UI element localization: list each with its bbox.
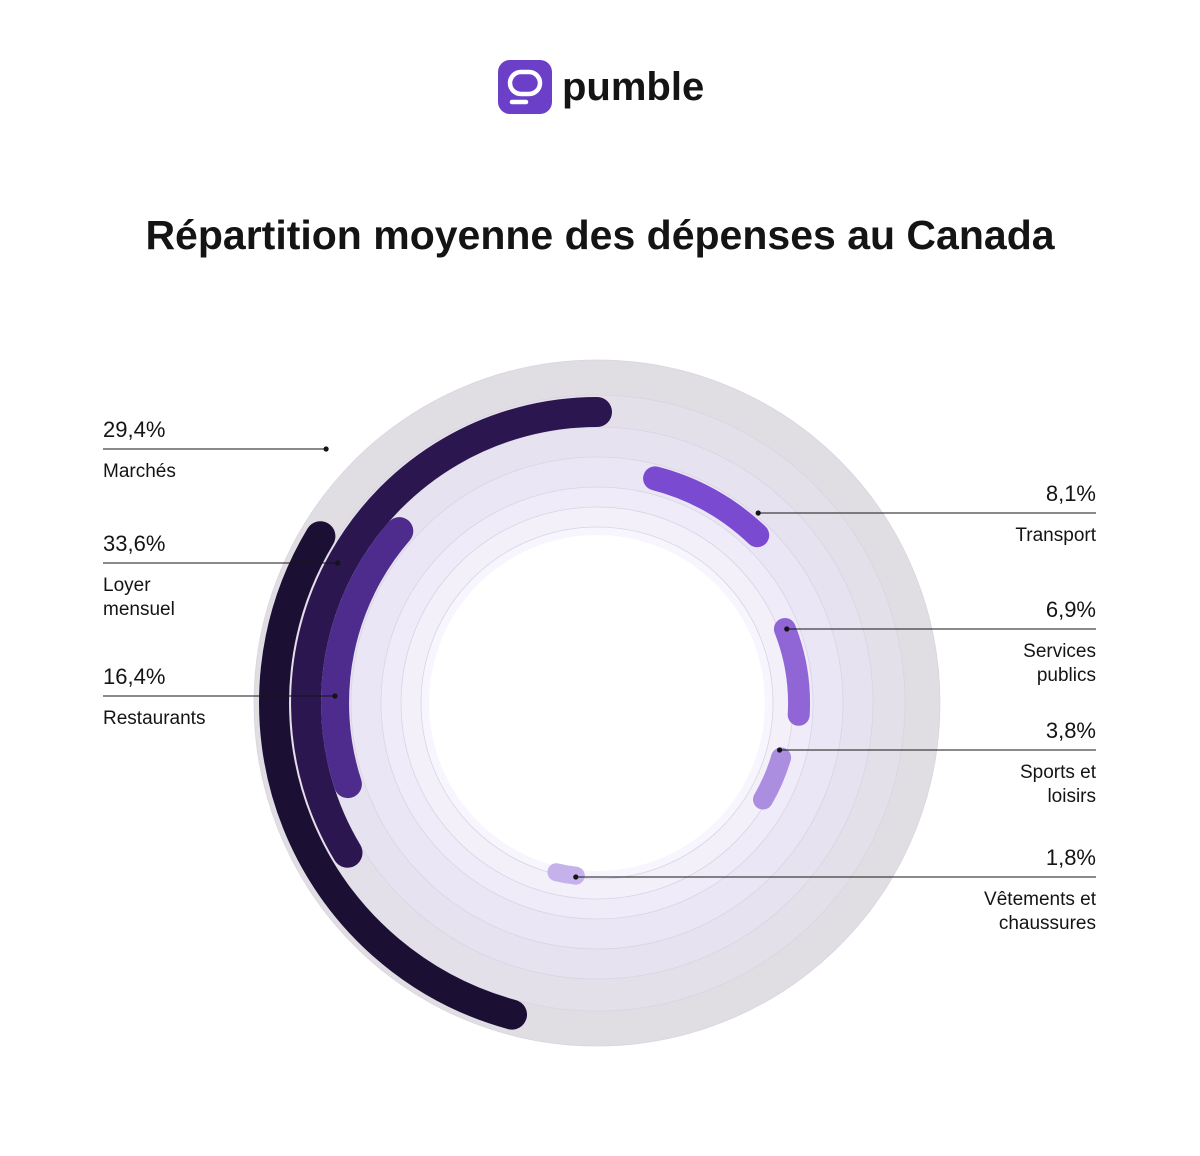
value-label: 33,6% — [103, 531, 165, 556]
chart-arcs — [259, 397, 811, 1030]
category-label: mensuel — [103, 599, 175, 620]
center-hole — [429, 535, 765, 871]
value-label: 16,4% — [103, 664, 165, 689]
category-label: Sports et — [1020, 762, 1097, 783]
background-rings — [253, 359, 941, 1047]
arc-transport — [643, 466, 770, 548]
arc-services-publics — [773, 618, 811, 726]
category-label: Vêtements et — [984, 889, 1097, 910]
value-label: 3,8% — [1046, 718, 1096, 743]
arc-loyer-mensuel — [291, 397, 612, 868]
leader-lines — [103, 446, 1096, 880]
category-label: publics — [1037, 665, 1096, 686]
ring-outline — [350, 456, 844, 950]
value-label: 6,9% — [1046, 597, 1096, 622]
ring-outline — [253, 359, 941, 1047]
pumble-logo: pumble — [498, 60, 704, 114]
arc-marchés — [259, 521, 527, 1030]
category-label: Restaurants — [103, 708, 205, 729]
category-label: Transport — [1015, 525, 1096, 546]
value-label: 29,4% — [103, 417, 165, 442]
category-label: Loyer — [103, 575, 151, 596]
pumble-logo-icon — [498, 60, 552, 114]
arc-vêtements-et-chaussures — [547, 863, 585, 885]
chart-labels: 29,4% Marchés 33,6% Loyer mensuel 16,4% Restau… — [103, 417, 1097, 934]
value-label: 8,1% — [1046, 481, 1096, 506]
chart-title: Répartition moyenne des dépenses au Cana… — [145, 212, 1055, 258]
value-label: 1,8% — [1046, 845, 1096, 870]
category-label: loisirs — [1047, 786, 1096, 807]
category-label: Marchés — [103, 461, 176, 482]
category-label: chaussures — [999, 913, 1096, 934]
arc-restaurants — [321, 517, 414, 799]
arc-sports-et-loisirs — [753, 747, 792, 810]
ring-outline — [380, 486, 814, 920]
ring-outline — [288, 394, 906, 1012]
brand-name: pumble — [562, 65, 705, 109]
ring-outline — [420, 526, 774, 880]
category-label: Services — [1023, 641, 1096, 662]
